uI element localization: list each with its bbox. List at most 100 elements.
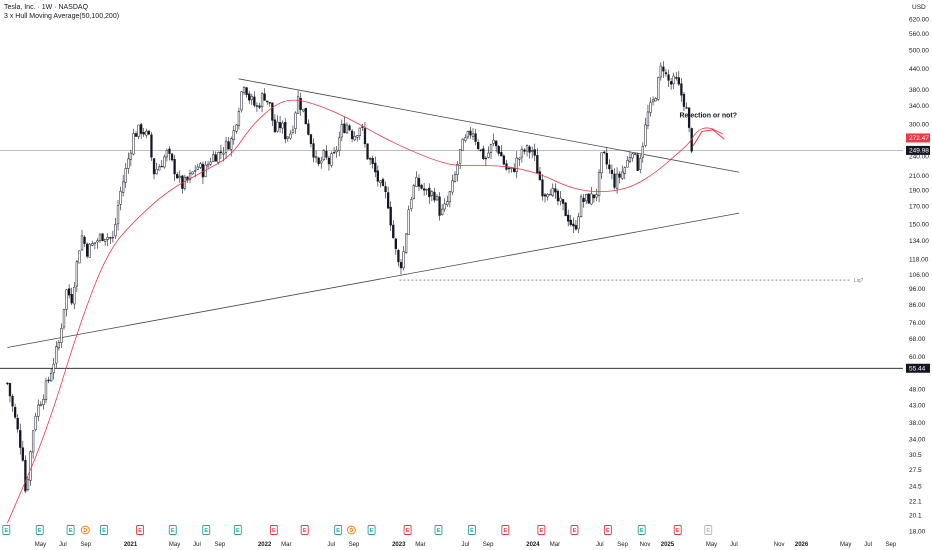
candle-body — [330, 153, 333, 166]
candle-body — [623, 167, 626, 174]
event-letter: E — [573, 528, 577, 534]
candle-body — [44, 380, 48, 400]
candle-body — [561, 199, 565, 204]
y-tick-label: 34.00 — [909, 436, 926, 443]
candle-body — [528, 146, 531, 153]
indicator-legend[interactable]: 3 x Hull Moving Average(50,100,200) — [4, 13, 120, 20]
dividend-marker — [346, 525, 356, 535]
earnings-marker — [202, 525, 211, 535]
candle-body — [142, 132, 145, 135]
x-tick-label: Sep — [349, 542, 360, 548]
candle-body — [687, 107, 691, 128]
y-tick-label: 48.00 — [909, 386, 926, 393]
candle-body — [482, 148, 485, 159]
y-tick-label: 38.00 — [909, 420, 926, 427]
candle-body — [471, 133, 475, 137]
chart-title: Tesla, Inc. · 1W · NASDAQ — [4, 4, 89, 11]
candle-body — [469, 130, 472, 136]
candle-body — [345, 124, 349, 134]
candle-body — [70, 294, 73, 304]
candle-body — [487, 152, 490, 158]
candle-body — [579, 196, 583, 218]
candle-body — [603, 151, 606, 154]
candle-body — [610, 169, 614, 174]
candle-body — [479, 149, 482, 151]
candle-body — [335, 149, 338, 153]
candle-body — [152, 158, 156, 175]
event-letter: E — [38, 528, 42, 534]
candle-body — [574, 225, 578, 230]
x-tick-label: Sep — [80, 542, 91, 548]
x-tick-label: May — [35, 542, 46, 548]
candle-body — [304, 107, 307, 125]
candle-body — [101, 233, 104, 242]
candle-body — [590, 193, 593, 205]
candle-body — [466, 131, 470, 138]
candle-body — [127, 158, 130, 169]
candle-body — [587, 193, 590, 204]
y-tick-label: 340.00 — [909, 103, 929, 110]
candle-body — [507, 167, 511, 170]
candle-body — [633, 153, 637, 155]
candle-body — [11, 395, 14, 407]
candle-body — [492, 139, 495, 144]
candle-body — [518, 157, 521, 160]
earnings-marker — [2, 525, 11, 535]
x-tick-label: Jul — [864, 542, 872, 548]
x-tick-label: 2025 — [661, 542, 675, 548]
candle-body — [327, 157, 331, 165]
candle-body — [19, 430, 22, 448]
candle-body — [585, 193, 588, 202]
candle-body — [248, 93, 251, 101]
earnings-marker — [704, 525, 713, 535]
candle-body — [132, 133, 135, 155]
event-letter: E — [406, 528, 410, 534]
candle-body — [443, 203, 446, 210]
candle-body — [343, 123, 346, 133]
candle-body — [386, 192, 390, 209]
y-tick-label: 24.5 — [909, 484, 922, 491]
x-tick-label: Nov — [774, 542, 785, 548]
y-tick-label: 500.00 — [909, 47, 929, 54]
candle-body — [140, 124, 143, 134]
candle-body — [410, 199, 413, 209]
candle-body — [484, 157, 488, 160]
annotation-rejection: Rejection or not? — [679, 113, 737, 120]
candle-body — [523, 149, 526, 152]
event-letter: E — [336, 528, 340, 534]
candle-body — [307, 123, 310, 135]
candle-body — [147, 130, 151, 135]
candle-body — [52, 363, 55, 373]
candle-body — [438, 196, 441, 216]
candle-body — [381, 179, 385, 187]
candle-body — [338, 137, 341, 151]
candle-body — [428, 187, 431, 198]
trendline — [7, 212, 740, 348]
x-tick-label: Mar — [550, 542, 560, 548]
candle-body — [595, 194, 598, 198]
earnings-marker — [334, 525, 343, 535]
candle-body — [75, 261, 78, 287]
y-tick-label: 170.00 — [909, 203, 929, 210]
candle-body — [392, 224, 395, 239]
candle-body — [641, 146, 644, 158]
y-tick-label: 60.00 — [909, 354, 926, 361]
candle-body — [302, 109, 305, 112]
last-price-label: 249.98 — [909, 148, 929, 155]
candle-body — [477, 141, 480, 149]
candle-body — [230, 138, 233, 150]
candle-body — [685, 107, 688, 109]
earnings-marker — [168, 525, 177, 535]
y-tick-label: 134.00 — [909, 238, 929, 245]
earnings-marker — [570, 525, 579, 535]
candle-body — [111, 236, 115, 239]
candle-body — [183, 176, 187, 189]
candle-body — [209, 161, 212, 165]
candle-body — [440, 208, 444, 215]
candle-body — [98, 234, 102, 241]
candle-body — [402, 251, 405, 269]
candle-body — [158, 166, 161, 171]
candle-body — [541, 179, 544, 197]
candle-body — [626, 160, 629, 168]
